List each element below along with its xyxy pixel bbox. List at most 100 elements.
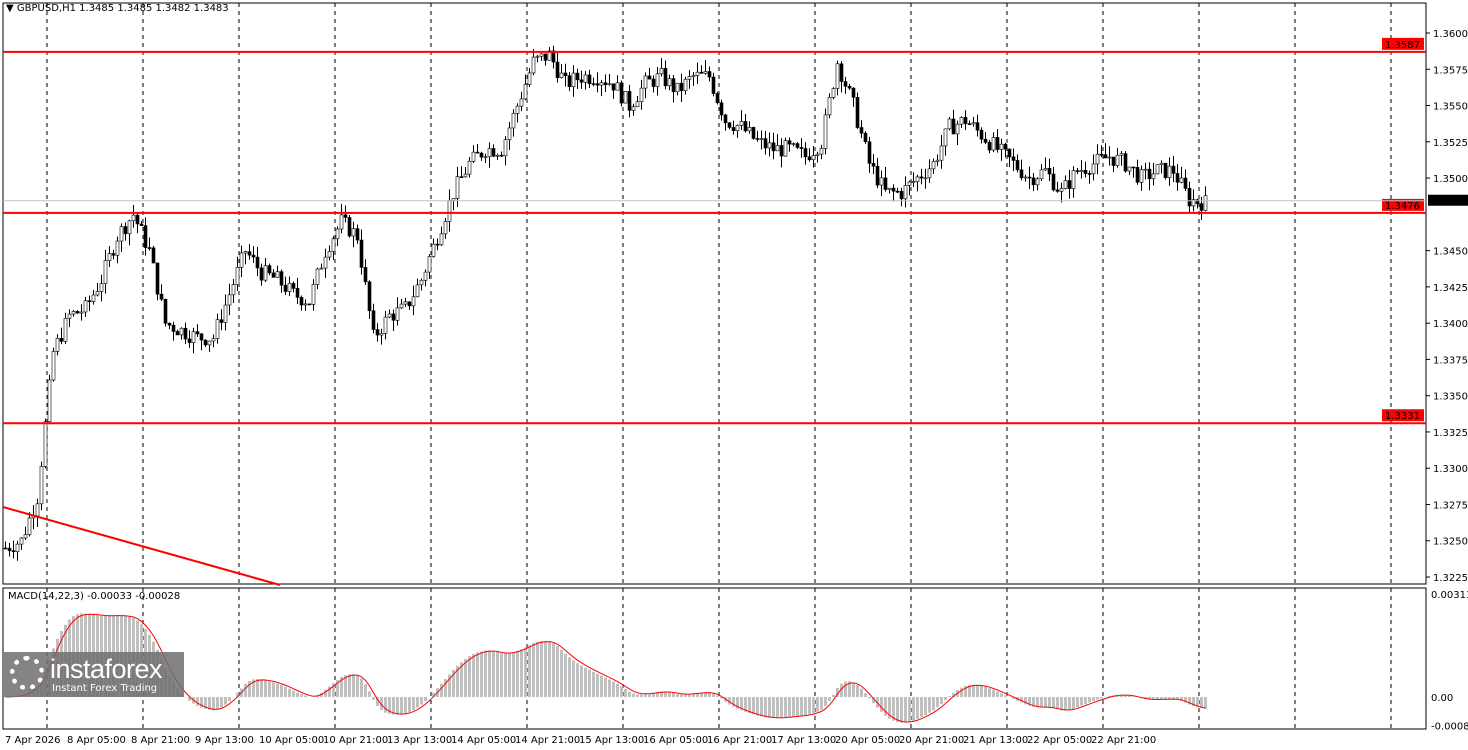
candle-body xyxy=(527,72,532,85)
candle-body xyxy=(783,140,788,157)
candle-body xyxy=(379,333,384,336)
candle-body xyxy=(195,331,200,335)
candle-body xyxy=(391,313,396,321)
candle-body xyxy=(1131,166,1136,169)
candle-body xyxy=(327,251,332,258)
candle-body xyxy=(843,81,848,87)
logo-brand: instaforex xyxy=(50,654,163,684)
candle-body xyxy=(1171,165,1176,174)
macd-histogram-bar xyxy=(708,692,711,697)
candle-body xyxy=(207,340,212,346)
candle-body xyxy=(899,191,904,200)
macd-histogram-bar xyxy=(528,645,531,697)
macd-histogram-bar xyxy=(624,688,627,697)
candle-body xyxy=(659,68,664,75)
macd-histogram-bar xyxy=(472,654,475,697)
macd-histogram-bar xyxy=(700,692,703,697)
candle-body xyxy=(1199,203,1204,211)
candle-body xyxy=(1027,176,1032,179)
macd-histogram-bar xyxy=(500,653,503,697)
macd-histogram-bar xyxy=(888,697,891,719)
candle-body xyxy=(307,303,312,306)
macd-histogram-bar xyxy=(992,689,995,697)
y-tick-label: 1.3500 xyxy=(1433,174,1468,185)
candle-body xyxy=(1051,173,1056,191)
macd-histogram-bar xyxy=(1096,697,1099,700)
macd-histogram-bar xyxy=(272,682,275,697)
macd-histogram-bar xyxy=(340,676,343,697)
candle-body xyxy=(91,294,96,302)
candle-body xyxy=(15,543,20,553)
macd-histogram-bar xyxy=(544,641,547,697)
candle-body xyxy=(447,200,452,222)
macd-histogram-bar xyxy=(508,653,511,697)
macd-histogram-bar xyxy=(804,697,807,716)
candle-body xyxy=(779,145,784,157)
macd-histogram-bar xyxy=(808,697,811,715)
candle-body xyxy=(1107,156,1112,159)
candle-body xyxy=(75,311,80,314)
collapse-triangle-icon[interactable]: ▼ xyxy=(6,3,14,14)
candle-body xyxy=(691,75,696,77)
macd-histogram-bar xyxy=(912,697,915,721)
macd-histogram-bar xyxy=(688,694,691,697)
candle-body xyxy=(1191,199,1196,207)
candle-body xyxy=(519,98,524,107)
candle-body xyxy=(547,50,552,61)
y-tick-label: 1.3450 xyxy=(1433,247,1468,258)
candle-body xyxy=(463,173,468,178)
macd-histogram-bar xyxy=(1196,697,1199,708)
candle-body xyxy=(1047,168,1052,175)
candle-body xyxy=(507,127,512,140)
instaforex-logo: instaforex Instant Forex Trading xyxy=(4,652,184,697)
candle-body xyxy=(1019,169,1024,179)
macd-histogram-bar xyxy=(220,697,223,708)
macd-label: MACD(14,22,3) -0.00033 -0.00028 xyxy=(8,591,181,602)
x-tick-label: 22 Apr 21:00 xyxy=(1091,735,1156,746)
x-tick-label: 14 Apr 21:00 xyxy=(515,735,580,746)
macd-histogram-bar xyxy=(476,652,479,697)
macd-histogram-bar xyxy=(488,650,491,697)
candle-body xyxy=(1023,176,1028,179)
macd-histogram-bar xyxy=(932,697,935,711)
macd-histogram-bar xyxy=(1184,697,1187,703)
candle-body xyxy=(1063,180,1068,189)
macd-histogram-bar xyxy=(396,697,399,715)
macd-histogram-bar xyxy=(368,691,371,697)
candle-body xyxy=(603,82,608,85)
candle-body xyxy=(155,262,160,295)
macd-histogram-bar xyxy=(276,683,279,697)
macd-histogram-bar xyxy=(284,686,287,697)
candle-body xyxy=(983,138,988,143)
macd-histogram-bar xyxy=(764,697,767,718)
candle-body xyxy=(859,127,864,134)
candle-body xyxy=(755,138,760,140)
candle-body xyxy=(487,148,492,158)
candle-body xyxy=(311,284,316,305)
candle-body xyxy=(63,317,68,342)
candle-body xyxy=(7,547,12,551)
candle-body xyxy=(731,127,736,132)
candle-body xyxy=(483,156,488,159)
candle-body xyxy=(955,123,960,135)
candle-body xyxy=(887,187,892,190)
candle-body xyxy=(1115,154,1120,166)
macd-histogram-bar xyxy=(668,692,671,697)
candle-body xyxy=(403,301,408,305)
macd-histogram-bar xyxy=(988,688,991,697)
candle-body xyxy=(471,151,476,162)
candle-body xyxy=(795,143,800,148)
candle-body xyxy=(399,303,404,309)
macd-histogram-bar xyxy=(720,697,723,699)
candle-body xyxy=(903,185,908,200)
y-tick-label: 1.3575 xyxy=(1433,65,1468,76)
macd-histogram-bar xyxy=(980,685,983,697)
candle-body xyxy=(775,145,780,152)
candle-body xyxy=(1079,169,1084,172)
x-tick-label: 13 Apr 13:00 xyxy=(387,735,452,746)
candle-body xyxy=(227,294,232,306)
candle-body xyxy=(735,125,740,132)
candle-body xyxy=(979,129,984,140)
candle-body xyxy=(79,311,84,314)
